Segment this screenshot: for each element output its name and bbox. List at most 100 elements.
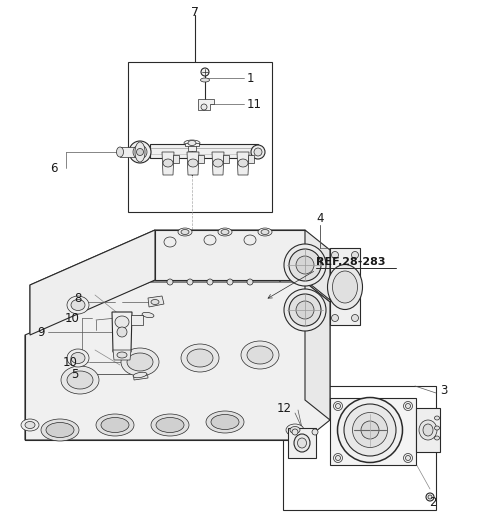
Ellipse shape xyxy=(164,237,176,247)
Ellipse shape xyxy=(334,402,343,410)
Ellipse shape xyxy=(258,228,272,236)
Ellipse shape xyxy=(136,148,144,156)
Ellipse shape xyxy=(206,411,244,433)
Ellipse shape xyxy=(213,159,223,167)
Bar xyxy=(283,386,436,510)
Text: 1: 1 xyxy=(247,72,254,84)
Ellipse shape xyxy=(187,349,213,367)
Polygon shape xyxy=(288,428,316,458)
Ellipse shape xyxy=(290,426,300,434)
Ellipse shape xyxy=(247,279,253,285)
Ellipse shape xyxy=(332,251,338,259)
Polygon shape xyxy=(131,315,143,325)
Ellipse shape xyxy=(187,279,193,285)
Polygon shape xyxy=(305,282,330,420)
Polygon shape xyxy=(173,155,179,163)
Ellipse shape xyxy=(296,301,314,319)
Ellipse shape xyxy=(211,415,239,430)
Ellipse shape xyxy=(96,414,134,436)
Polygon shape xyxy=(150,144,258,158)
Polygon shape xyxy=(212,152,224,175)
Ellipse shape xyxy=(156,418,184,433)
Ellipse shape xyxy=(61,366,99,394)
Bar xyxy=(128,62,272,212)
Polygon shape xyxy=(148,296,164,307)
Text: 6: 6 xyxy=(50,162,58,175)
Ellipse shape xyxy=(142,312,154,318)
Ellipse shape xyxy=(188,141,196,146)
Polygon shape xyxy=(330,398,416,465)
Text: REF.28-283: REF.28-283 xyxy=(316,257,385,267)
Ellipse shape xyxy=(292,429,298,435)
Text: 12: 12 xyxy=(276,402,291,415)
Ellipse shape xyxy=(423,424,433,436)
Polygon shape xyxy=(416,408,440,452)
Polygon shape xyxy=(187,152,199,175)
Ellipse shape xyxy=(332,315,338,321)
Ellipse shape xyxy=(41,419,79,441)
Bar xyxy=(188,143,196,151)
Ellipse shape xyxy=(121,348,159,376)
Ellipse shape xyxy=(426,493,434,501)
Ellipse shape xyxy=(337,398,403,462)
Polygon shape xyxy=(113,350,131,360)
Ellipse shape xyxy=(289,294,321,326)
Polygon shape xyxy=(25,282,330,440)
Ellipse shape xyxy=(406,403,410,408)
Ellipse shape xyxy=(201,68,209,76)
Polygon shape xyxy=(198,99,214,110)
Polygon shape xyxy=(30,230,305,335)
Ellipse shape xyxy=(404,454,412,462)
Ellipse shape xyxy=(67,349,89,367)
Text: 10: 10 xyxy=(65,312,80,324)
Ellipse shape xyxy=(204,235,216,245)
Ellipse shape xyxy=(181,344,219,372)
Text: 2: 2 xyxy=(429,496,437,509)
Ellipse shape xyxy=(434,426,440,430)
Ellipse shape xyxy=(434,416,440,420)
Ellipse shape xyxy=(21,419,39,431)
Ellipse shape xyxy=(67,296,89,314)
Ellipse shape xyxy=(181,230,189,234)
Ellipse shape xyxy=(127,353,153,371)
Ellipse shape xyxy=(135,359,149,365)
Polygon shape xyxy=(155,230,305,280)
Ellipse shape xyxy=(201,104,207,110)
Polygon shape xyxy=(223,155,229,163)
Polygon shape xyxy=(237,152,249,175)
Ellipse shape xyxy=(151,300,159,304)
Ellipse shape xyxy=(25,421,35,428)
Text: 8: 8 xyxy=(74,291,82,304)
Ellipse shape xyxy=(352,413,387,448)
Ellipse shape xyxy=(178,228,192,236)
Ellipse shape xyxy=(218,228,232,236)
Ellipse shape xyxy=(67,371,93,389)
Ellipse shape xyxy=(428,495,432,499)
Ellipse shape xyxy=(117,352,127,358)
Ellipse shape xyxy=(133,145,147,159)
Ellipse shape xyxy=(334,454,343,462)
Ellipse shape xyxy=(184,140,200,146)
Ellipse shape xyxy=(247,346,273,364)
Text: 11: 11 xyxy=(247,97,262,111)
Bar xyxy=(120,147,140,157)
Ellipse shape xyxy=(207,279,213,285)
Polygon shape xyxy=(330,248,360,325)
Polygon shape xyxy=(30,230,155,335)
Text: 7: 7 xyxy=(191,6,199,19)
Ellipse shape xyxy=(135,142,145,162)
Ellipse shape xyxy=(333,271,358,303)
Ellipse shape xyxy=(298,438,307,448)
Ellipse shape xyxy=(351,251,359,259)
Ellipse shape xyxy=(344,404,396,456)
Ellipse shape xyxy=(406,455,410,460)
Ellipse shape xyxy=(167,279,173,285)
Ellipse shape xyxy=(46,422,74,438)
Ellipse shape xyxy=(117,327,127,337)
Ellipse shape xyxy=(254,148,262,156)
Ellipse shape xyxy=(201,78,209,82)
Ellipse shape xyxy=(419,420,437,440)
Ellipse shape xyxy=(296,256,314,274)
Ellipse shape xyxy=(238,159,248,167)
Polygon shape xyxy=(305,230,330,300)
